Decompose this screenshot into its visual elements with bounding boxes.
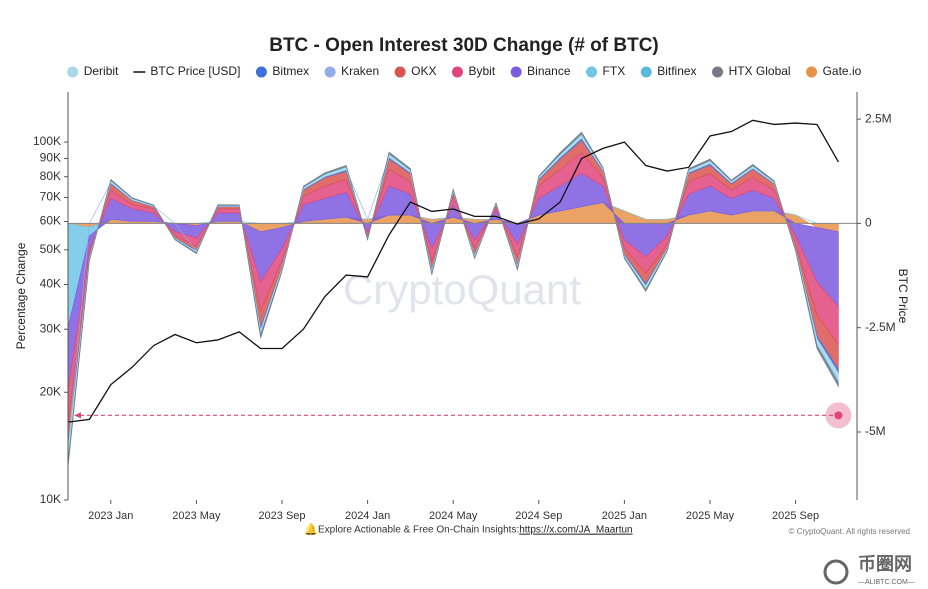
chart-title: BTC - Open Interest 30D Change (# of BTC… <box>269 35 659 56</box>
price-line <box>67 119 839 423</box>
legend-label: Deribit <box>84 64 119 78</box>
legend: Deribit BTC Price [USD] Bitmex Kraken OKX Byb… <box>67 64 862 78</box>
legend-label: Bybit <box>468 64 495 78</box>
legend-label: Gate.io <box>823 64 862 78</box>
logo: 币圈网 —ALIBTC.COM— <box>823 554 915 586</box>
x-tick-label: 2025 Jan <box>602 510 647 522</box>
y-tick-label: 50K <box>40 242 61 256</box>
y-tick-label: 90K <box>40 151 61 165</box>
x-tick-label: 2025 May <box>686 510 735 522</box>
x-tick-label: 2024 May <box>429 510 478 522</box>
logo-icon <box>823 559 849 585</box>
legend-item: Gate.io <box>806 64 862 78</box>
legend-swatch <box>806 66 818 78</box>
y-tick-label: 40K <box>40 277 61 291</box>
legend-item: FTX <box>586 64 625 78</box>
legend-item: Binance <box>510 64 571 78</box>
y2-axis-title: BTC Price <box>896 269 910 324</box>
legend-item: Kraken <box>324 64 379 78</box>
x-tick-label: 2023 Jan <box>88 510 133 522</box>
footnote: Explore Actionable & Free On-Chain Insig… <box>318 525 519 536</box>
y-axis-title: Percentage Change <box>14 242 28 349</box>
y-tick-label: 80K <box>40 169 61 183</box>
footer-icon: 🔔 <box>304 523 318 536</box>
logo-subtext: —ALIBTC.COM— <box>858 579 915 586</box>
y2-tick-label: -2.5M <box>865 320 896 334</box>
legend-item: BTC Price [USD] <box>133 64 240 78</box>
legend-item: Bitmex <box>255 64 309 78</box>
legend-swatch <box>324 66 336 78</box>
legend-swatch <box>451 66 463 78</box>
y2-tick-label: -5M <box>865 424 886 438</box>
legend-swatch <box>255 66 267 78</box>
legend-label: Bitmex <box>272 64 309 78</box>
footnote-link[interactable]: https://x.com/JA_Maartun <box>519 525 632 536</box>
legend-swatch <box>712 66 724 78</box>
y-tick-label: 10K <box>40 492 61 506</box>
x-tick-label: 2024 Sep <box>515 510 562 522</box>
y2-tick-label: 2.5M <box>865 111 892 125</box>
legend-item: Bybit <box>451 64 496 78</box>
logo-text: 币圈网 <box>858 554 912 574</box>
y-tick-label: 20K <box>40 384 61 398</box>
area-series <box>67 131 839 468</box>
legend-swatch <box>640 66 652 78</box>
legend-swatch <box>586 66 598 78</box>
y-tick-label: 100K <box>33 134 61 148</box>
y-tick-label: 60K <box>40 214 61 228</box>
legend-item: OKX <box>394 64 436 78</box>
legend-label: Binance <box>527 64 571 78</box>
legend-label: Bitfinex <box>657 64 696 78</box>
x-tick-label: 2023 May <box>172 510 221 522</box>
legend-label: HTX Global <box>729 64 791 78</box>
legend-label: Kraken <box>341 64 379 78</box>
y-tick-label: 30K <box>40 321 61 335</box>
y-tick-label: 70K <box>40 190 61 204</box>
legend-swatch <box>67 66 79 78</box>
legend-item: Bitfinex <box>640 64 697 78</box>
legend-item: HTX Global <box>712 64 791 78</box>
footer: 🔔 Explore Actionable & Free On-Chain Ins… <box>304 523 910 536</box>
legend-item: Deribit <box>67 64 119 78</box>
copyright: © CryptoQuant. All rights reserved <box>789 527 911 536</box>
legend-swatch <box>394 66 406 78</box>
x-tick-label: 2023 Sep <box>258 510 305 522</box>
legend-label: FTX <box>603 64 626 78</box>
reference-dot <box>834 411 843 420</box>
plot-area <box>67 119 857 468</box>
y2-tick-label: 0 <box>865 216 872 230</box>
legend-label: OKX <box>411 64 436 78</box>
reference-arrow <box>74 412 81 419</box>
x-tick-label: 2025 Sep <box>772 510 819 522</box>
watermark: CryptoQuant <box>343 266 581 313</box>
legend-label: BTC Price [USD] <box>150 64 240 78</box>
x-tick-label: 2024 Jan <box>345 510 390 522</box>
legend-swatch <box>510 66 522 78</box>
